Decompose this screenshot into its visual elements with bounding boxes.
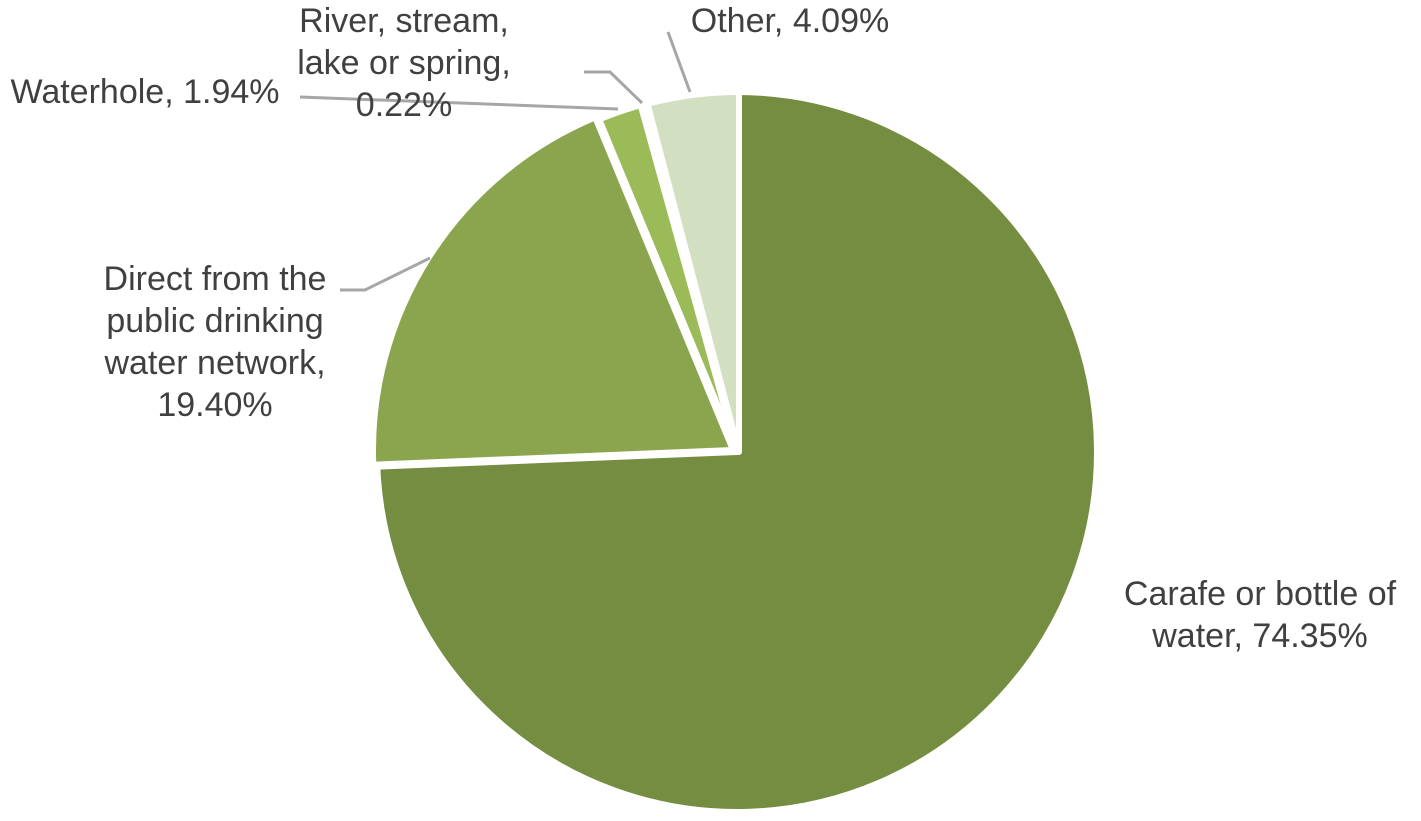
leader-line-other [666,31,692,93]
data-label-line: 19.40% [157,386,272,424]
data-label-line: public drinking [106,302,323,340]
data-label-line: River, stream, [299,2,509,40]
data-label-line: 0.22% [356,86,452,124]
leader-line-direct-from-the-public-drinking-water-network [340,256,431,292]
data-label-line: Other, 4.09% [691,2,889,40]
data-label-line: water, 74.35% [1151,617,1367,655]
pie-slices [370,89,1100,815]
data-label-waterhole: Waterhole, 1.94% [11,73,280,111]
data-label-carafe-or-bottle-of-water: Carafe or bottle of water, 74.35% [1124,575,1397,655]
pie-slice-direct-from-the-public-drinking-water-network [370,114,736,468]
data-label-line: water network, [103,344,325,382]
data-label-line: Direct from the [104,260,327,298]
leader-line-waterhole [299,95,619,111]
data-label-line: Waterhole, 1.94% [11,73,280,111]
data-label-line: lake or spring, [297,44,511,82]
data-label-line: Carafe or bottle of [1124,575,1397,613]
leader-line-river-stream-lake-or-spring [584,70,644,105]
data-labels: Carafe or bottle of water, 74.35% Direct f… [11,2,1397,655]
data-label-river-stream-lake-or-spring: River, stream, lake or spring, 0.22% [297,2,511,124]
leader-lines [299,31,692,292]
data-label-other: Other, 4.09% [691,2,889,40]
data-label-direct-from-the-public-drinking-water-network: Direct from the public drinking water netw… [103,260,326,424]
pie-slice-other [644,89,742,455]
